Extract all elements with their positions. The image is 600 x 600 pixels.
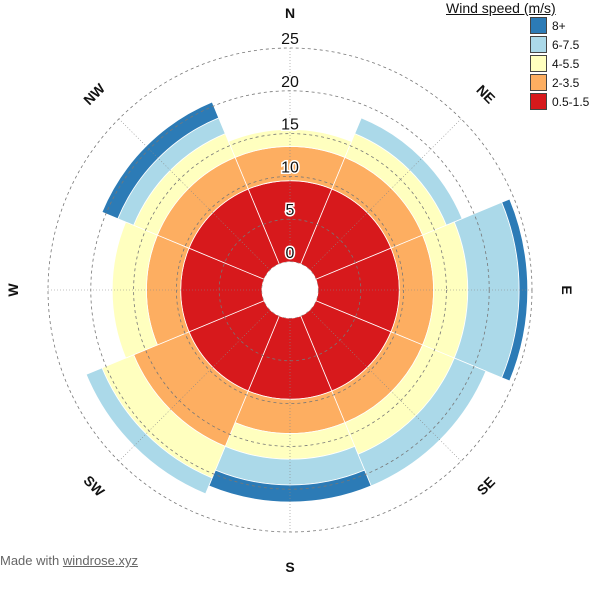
direction-label-se: SE <box>474 474 499 499</box>
direction-label-nw: NW <box>80 80 108 108</box>
radial-tick-label: 20 <box>281 74 299 91</box>
legend-label: 6-7.5 <box>552 38 580 52</box>
sector-nw-8+ <box>101 101 220 220</box>
sector-sw-6-7.5 <box>85 367 213 495</box>
legend-item-8plus: 8+ <box>530 16 596 35</box>
legend-title: Wind speed (m/s) <box>446 0 556 16</box>
radial-tick-label: 15 <box>281 117 299 134</box>
center-hole <box>262 262 318 318</box>
legend-swatch <box>530 36 547 53</box>
legend-swatch <box>530 17 547 34</box>
direction-label-n: N <box>285 5 295 21</box>
legend: Wind speed (m/s) 8+ 6-7.5 4-5.5 2-3.5 0.… <box>446 0 596 111</box>
direction-label-sw: SW <box>80 472 108 500</box>
direction-label-s: S <box>285 559 294 575</box>
direction-label-e: E <box>559 285 575 294</box>
radial-tick-label: 10 <box>281 159 299 176</box>
radial-tick-label: 5 <box>286 202 295 219</box>
legend-label: 0.5-1.5 <box>552 95 590 109</box>
sector-e-8+ <box>501 198 529 382</box>
credit-prefix: Made with <box>0 553 63 568</box>
legend-label: 8+ <box>552 19 566 33</box>
legend-item-0.5-1.5: 0.5-1.5 <box>530 92 596 111</box>
radial-tick-label: 25 <box>281 31 299 48</box>
credit: Made with windrose.xyz <box>0 553 138 568</box>
legend-swatch <box>530 74 547 91</box>
legend-label: 4-5.5 <box>552 57 580 71</box>
grid-circle <box>133 133 447 447</box>
legend-swatch <box>530 93 547 110</box>
credit-link[interactable]: windrose.xyz <box>62 553 139 568</box>
grid-circle <box>175 175 404 404</box>
radial-tick-label: 0 <box>286 245 295 262</box>
legend-item-4-5.5: 4-5.5 <box>530 54 596 73</box>
legend-swatch <box>530 55 547 72</box>
direction-label-w: W <box>5 283 21 297</box>
legend-item-2-3.5: 2-3.5 <box>530 73 596 92</box>
legend-item-6-7.5: 6-7.5 <box>530 35 596 54</box>
legend-label: 2-3.5 <box>552 76 580 90</box>
